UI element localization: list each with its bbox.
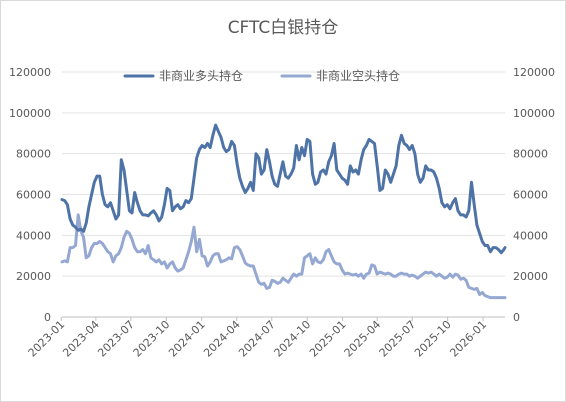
y-right-tick-label: 80000 bbox=[513, 148, 548, 161]
y-tick-label: 60000 bbox=[16, 189, 51, 202]
y-tick-label: 20000 bbox=[16, 270, 51, 283]
y-tick-label: 100000 bbox=[9, 107, 51, 120]
y-tick-label: 40000 bbox=[16, 229, 51, 242]
series-line bbox=[60, 123, 507, 255]
chart-title: CFTC白银持仓 bbox=[228, 18, 339, 38]
y-tick-label: 80000 bbox=[16, 148, 51, 161]
y-right-tick-label: 40000 bbox=[513, 229, 548, 242]
y-right-tick-label: 0 bbox=[513, 311, 520, 324]
legend: 非商业多头持仓 非商业空头持仓 bbox=[123, 68, 400, 83]
y-tick-label: 0 bbox=[44, 311, 51, 324]
legend-label: 非商业空头持仓 bbox=[316, 68, 400, 83]
y-tick-label: 120000 bbox=[9, 66, 51, 79]
y-right-tick-label: 60000 bbox=[513, 189, 548, 202]
legend-label: 非商业多头持仓 bbox=[159, 68, 243, 83]
series-lines bbox=[60, 123, 507, 300]
y-right-tick-label: 20000 bbox=[513, 270, 548, 283]
y-right-tick-label: 120000 bbox=[513, 66, 555, 79]
series-line bbox=[60, 213, 507, 300]
y-right-tick-label: 100000 bbox=[513, 107, 555, 120]
